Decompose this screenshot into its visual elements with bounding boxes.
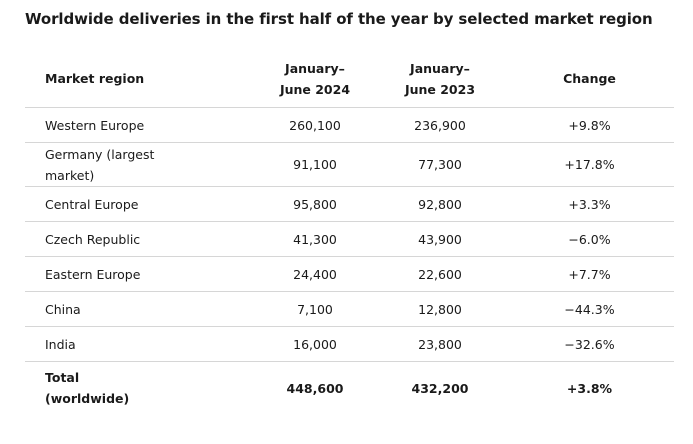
table-row: Eastern Europe 24,400 22,600 +7.7% bbox=[25, 256, 674, 292]
cell-jun-2024: 7,100 bbox=[255, 291, 375, 327]
cell-jun-2024: 24,400 bbox=[255, 256, 375, 292]
header-market-region: Market region bbox=[25, 50, 255, 108]
header-jun-2023-line1: January– bbox=[410, 60, 470, 76]
cell-jun-2023: 12,800 bbox=[375, 291, 505, 327]
cell-jun-2024: 260,100 bbox=[255, 107, 375, 143]
deliveries-table: Market region January– June 2024 January… bbox=[25, 50, 674, 414]
header-jun-2023: January– June 2023 bbox=[375, 50, 505, 108]
cell-jun-2023: 77,300 bbox=[375, 142, 505, 187]
cell-change: −44.3% bbox=[505, 291, 674, 327]
header-jun-2023-line2: June 2023 bbox=[404, 81, 476, 97]
cell-region: Western Europe bbox=[25, 107, 255, 143]
cell-jun-2023: 236,900 bbox=[375, 107, 505, 143]
table-row: India 16,000 23,800 −32.6% bbox=[25, 326, 674, 362]
cell-change: +3.8% bbox=[566, 380, 613, 396]
table-row: Germany (largest market) 91,100 77,300 +… bbox=[25, 142, 674, 187]
cell-jun-2023: 43,900 bbox=[375, 221, 505, 257]
cell-region: Eastern Europe bbox=[25, 256, 255, 292]
cell-region: Czech Republic bbox=[25, 221, 255, 257]
header-jun-2024-line1: January– bbox=[285, 60, 345, 76]
cell-jun-2023: 23,800 bbox=[375, 326, 505, 362]
total-region-text: Total (worldwide) bbox=[45, 370, 130, 406]
cell-jun-2024: 16,000 bbox=[255, 326, 375, 362]
cell-jun-2023: 92,800 bbox=[375, 186, 505, 222]
cell-change: +3.3% bbox=[505, 186, 674, 222]
table-row: Czech Republic 41,300 43,900 −6.0% bbox=[25, 221, 674, 257]
total-row: Total (worldwide) 448,600 432,200 +3.8% bbox=[25, 362, 674, 415]
cell-region: Total (worldwide) bbox=[25, 362, 255, 415]
cell-region: China bbox=[25, 291, 255, 327]
cell-jun-2023: 432,200 bbox=[411, 380, 469, 396]
header-change: Change bbox=[505, 50, 674, 108]
table-row: Central Europe 95,800 92,800 +3.3% bbox=[25, 186, 674, 222]
cell-change: +17.8% bbox=[505, 142, 674, 187]
cell-change: +9.8% bbox=[505, 107, 674, 143]
header-jun-2024: January– June 2024 bbox=[255, 50, 375, 108]
cell-region-text: Germany (largest market) bbox=[45, 146, 155, 183]
cell-change: −6.0% bbox=[505, 221, 674, 257]
header-jun-2024-line2: June 2024 bbox=[279, 81, 351, 97]
cell-region: Central Europe bbox=[25, 186, 255, 222]
cell-jun-2024: 95,800 bbox=[255, 186, 375, 222]
cell-change: −32.6% bbox=[505, 326, 674, 362]
cell-jun-2023: 22,600 bbox=[375, 256, 505, 292]
cell-jun-2024: 91,100 bbox=[255, 142, 375, 187]
cell-region: India bbox=[25, 326, 255, 362]
cell-jun-2024: 41,300 bbox=[255, 221, 375, 257]
table-row: China 7,100 12,800 −44.3% bbox=[25, 291, 674, 327]
table-row: Western Europe 260,100 236,900 +9.8% bbox=[25, 107, 674, 143]
table-title: Worldwide deliveries in the first half o… bbox=[25, 10, 653, 28]
cell-region: Germany (largest market) bbox=[25, 142, 255, 187]
header-row: Market region January– June 2024 January… bbox=[25, 50, 674, 108]
cell-change: +7.7% bbox=[505, 256, 674, 292]
cell-jun-2024: 448,600 bbox=[286, 380, 344, 396]
